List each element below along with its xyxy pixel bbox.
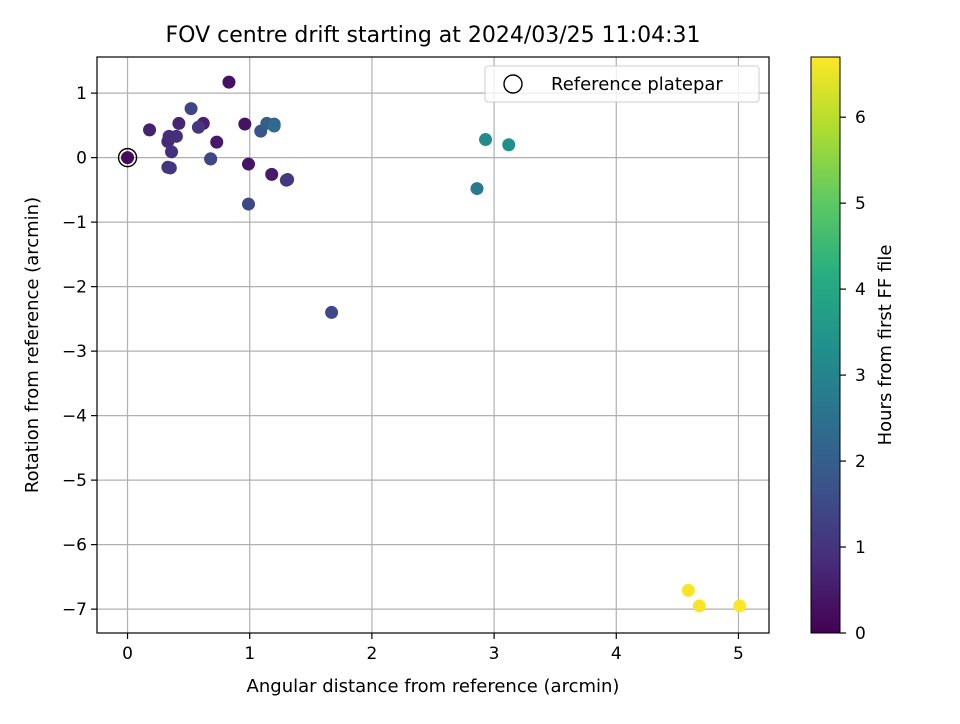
colorbar-tick-label: 4 bbox=[855, 280, 866, 300]
x-tick-label: 1 bbox=[244, 644, 255, 664]
data-point bbox=[143, 123, 157, 137]
colorbar-tick-label: 3 bbox=[855, 366, 866, 386]
y-tick-label: 0 bbox=[76, 149, 87, 169]
data-point bbox=[733, 599, 747, 613]
colorbar: 0 1 2 3 4 5 6 Hours from first FF file bbox=[810, 56, 896, 644]
data-point bbox=[184, 102, 198, 116]
data-point bbox=[242, 157, 256, 171]
x-tick-label: 2 bbox=[366, 644, 377, 664]
y-tick-label: −6 bbox=[62, 536, 87, 556]
y-axis-ticks: 1 0 −1 −2 −3 −4 −5 −6 −7 bbox=[62, 84, 97, 620]
y-tick-label: −3 bbox=[62, 342, 87, 362]
y-tick-label: −2 bbox=[62, 278, 87, 298]
data-point bbox=[191, 120, 205, 134]
reference-platepar-marker bbox=[117, 147, 138, 168]
data-point bbox=[242, 197, 256, 211]
y-tick-label: −4 bbox=[62, 407, 87, 427]
x-tick-label: 0 bbox=[122, 644, 133, 664]
y-axis-label: Rotation from reference (arcmin) bbox=[22, 197, 43, 493]
colorbar-ticks: 0 1 2 3 4 5 6 bbox=[840, 108, 866, 644]
x-axis-ticks: 0 1 2 3 4 5 bbox=[122, 633, 744, 664]
colorbar-tick-label: 2 bbox=[855, 452, 866, 472]
reference-marker-layer bbox=[117, 147, 138, 168]
colorbar-tick-label: 1 bbox=[855, 538, 866, 558]
colorbar-tick-label: 0 bbox=[855, 624, 866, 644]
x-axis-label: Angular distance from reference (arcmin) bbox=[247, 676, 620, 697]
plot-frame bbox=[96, 56, 770, 634]
colorbar-tick-label: 6 bbox=[855, 108, 866, 128]
data-points bbox=[121, 75, 747, 613]
data-point bbox=[502, 138, 516, 152]
data-point bbox=[172, 116, 186, 130]
data-point bbox=[325, 305, 339, 319]
data-point bbox=[163, 161, 177, 175]
data-point bbox=[222, 75, 236, 89]
y-tick-label: −1 bbox=[62, 213, 87, 233]
x-tick-label: 5 bbox=[733, 644, 744, 664]
data-point bbox=[279, 173, 293, 187]
grid-lines bbox=[97, 57, 769, 633]
colorbar-label: Hours from first FF file bbox=[875, 245, 896, 446]
chart-title: FOV centre drift starting at 2024/03/25 … bbox=[166, 23, 701, 48]
data-point bbox=[121, 151, 135, 165]
data-point bbox=[204, 152, 218, 166]
data-point bbox=[265, 167, 279, 181]
data-point bbox=[210, 135, 224, 149]
data-point bbox=[692, 599, 706, 613]
data-point bbox=[681, 583, 695, 597]
legend-reference-marker bbox=[503, 74, 523, 94]
legend: Reference platepar bbox=[484, 65, 760, 103]
x-tick-label: 3 bbox=[489, 644, 500, 664]
y-tick-label: −5 bbox=[62, 471, 87, 491]
x-tick-label: 4 bbox=[611, 644, 622, 664]
colorbar-tick-label: 5 bbox=[855, 194, 866, 214]
legend-box bbox=[484, 65, 760, 103]
data-point bbox=[267, 119, 281, 133]
data-point bbox=[165, 145, 179, 159]
data-point bbox=[238, 117, 252, 131]
colorbar-gradient bbox=[810, 56, 841, 634]
data-point bbox=[470, 182, 484, 196]
y-tick-label: −7 bbox=[62, 600, 87, 620]
data-point bbox=[479, 133, 493, 147]
y-tick-label: 1 bbox=[76, 84, 87, 104]
legend-label-reference-platepar: Reference platepar bbox=[551, 74, 723, 95]
data-point bbox=[169, 129, 183, 143]
